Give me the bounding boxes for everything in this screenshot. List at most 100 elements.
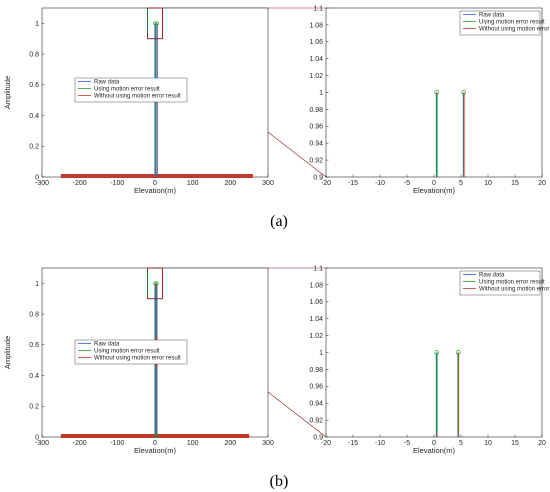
panel-b-main-xtick-label: 100 [187,440,199,447]
panel-b-main-ytick-label: 0.8 [29,311,39,318]
panel-b-main-xtick-label: 0 [153,440,157,447]
panel-a-zoom-legend-box [459,10,541,36]
panel-a-zoom-ytick-label: 1.08 [309,22,323,29]
panel-a-zoom-legend-entry: Without using motion error result [479,27,550,33]
panel-a-main-xtick-label: 200 [224,180,236,187]
panel-b-main-xtick-label: -200 [73,440,87,447]
panel-a-zoom-xtick-label: 20 [538,180,546,187]
panel-a-zoom-xtick-label: 10 [484,180,492,187]
panel-b-zoom-xlabel: Elevation(m) [413,446,456,455]
panel-b-zoom-plot-frame [325,267,543,438]
panel-label-b: (b) [270,473,289,490]
panel-a-main-legend-entry: Raw data [94,80,120,86]
panel-b-zoom-peak-marker [434,350,440,355]
panel-a-main-ytick-label: 0.8 [29,51,39,58]
panel-a-main-ytick-label: 0.2 [29,144,39,151]
panel-b-zoom-ytick-label: 1 [319,350,323,357]
panel-a-main-xtick-label: -100 [110,180,124,187]
panel-b-main-legend-box [74,339,188,365]
panel-b-zoom-xtick-label: -20 [321,440,331,447]
panel-b-zoom-ytick-label: 1.08 [309,282,323,289]
panel-a-zoom-xlabel: Elevation(m) [413,186,456,195]
panel-a-zoom-peak-marker [461,90,467,95]
panel-a-main-ytick-label: 0.6 [29,82,39,89]
panel-b-zoom-ytick-label: 1.06 [309,299,323,306]
plots: -300 -200 -100 0 100 200 30000.20.40.60.81Elev… [3,5,550,455]
panel-a-zoom-xtick-label: -5 [404,180,410,187]
panel-a-zoom-ytick-label: 0.92 [309,158,323,165]
panel-a-zoom-legend-entry: Using motion error result [479,20,545,26]
panel-a-zoom-ytick-label: 1.04 [309,56,323,63]
panel-b-main-ytick-label: 1 [35,281,39,288]
panel-a-main-ytick-label: 1 [35,21,39,28]
panel-a-main-ytick-label: 0.4 [29,113,39,120]
panel-a-main-ytick-label: 0 [35,174,39,181]
panel-b-zoom-xtick-label: -5 [404,440,410,447]
panel-b-zoom-xtick-label: -10 [375,440,385,447]
panel-b-main-legend-entry: Using motion error result [94,349,160,355]
panel-b-zoom-legend-entry: Using motion error result [479,280,545,286]
panel-a-zoom-xtick-label: 15 [511,180,519,187]
panel-b-zoom-ytick-label: 0.92 [309,418,323,425]
panel-a-main-ylabel: Amplitude [3,76,12,109]
panel-a-main-xtick-label: 100 [187,180,199,187]
panel-a-zoom-ytick-label: 0.9 [313,174,323,181]
panel-b-main-ylabel: Amplitude [3,336,12,369]
panel-a-zoom-xtick-label: -15 [348,180,358,187]
panel-a-zoom-xtick-label: 5 [459,180,463,187]
panel-a-zoom-legend-entry: Raw data [479,13,505,19]
panel-b-zoom-xtick-label: 0 [432,440,436,447]
panel-b-main-ytick-label: 0.4 [29,373,39,380]
panel-a-zoom-ytick-label: 0.96 [309,124,323,131]
panel-a-main-xlabel: Elevation(m) [134,186,177,195]
panel-a-main-legend-entry: Without using motion error result [94,94,181,100]
panel-b-zoom-ytick-label: 0.94 [309,401,323,408]
panel-b-main-legend-entry: Without using motion error result [94,356,181,362]
panel-b-main-xtick-label: 300 [262,440,274,447]
panel-b-zoom-legend-entry: Without using motion error result [479,287,550,293]
panel-b-zoom-ytick-label: 0.98 [309,367,323,374]
panel-a-zoom-ytick-label: 0.98 [309,107,323,114]
panel-b-zoom-xtick-label: 5 [459,440,463,447]
panel-b-zoom-ytick-label: 1.04 [309,316,323,323]
panel-b-zoom-chart: -20 -15 -10 -5 0 5 10 15 20 0.9 0.92 0.94 0.96 0.98 1 1… [309,265,550,455]
panel-b-zoom-xtick-label: 15 [511,440,519,447]
panel-b-main-ytick-label: 0 [35,434,39,441]
panel-b-zoom-xtick-label: -15 [348,440,358,447]
panel-a-main-legend-box [74,77,188,103]
panel-a-zoom-ytick-label: 0.94 [309,141,323,148]
panel-b-zoom-ytick-label: 0.9 [313,434,323,441]
panel-a-zoom-xtick-label: -10 [375,180,385,187]
panel-a-zoom-ytick-label: 1 [319,90,323,97]
panel-a-main-xtick-label: 0 [153,180,157,187]
panel-b-main-ytick-label: 0.6 [29,342,39,349]
panel-a-zoom-peak-marker [434,90,440,95]
panel-b-main-xlabel: Elevation(m) [134,446,177,455]
panel-b-zoom-ytick-label: 0.96 [309,384,323,391]
panel-a-zoom-ytick-label: 1.02 [309,73,323,80]
panel-a-main-xtick-label: -300 [35,180,49,187]
panel-a-zoom-xtick-label: -20 [321,180,331,187]
panel-b-main-zoom-region [147,267,163,300]
panel-b-main-xtick-label: -300 [35,440,49,447]
panel-b-main-xtick-label: -100 [110,440,124,447]
panel-label-a: (a) [270,213,288,230]
panel-b-main-legend-entry: Raw data [94,342,120,348]
panel-a-zoom-chart: -20 -15 -10 -5 0 5 10 15 20 0.9 0.92 0.94 0.96 0.98 1 1… [309,5,550,195]
panel-a-zoom-ytick-label: 1.1 [313,5,323,12]
panel-b-zoom-ytick-label: 1.1 [313,265,323,272]
panel-b-zoom-legend-box [459,270,541,296]
panel-b-main-xtick-label: 200 [224,440,236,447]
panel-a-main-xtick-label: 300 [262,180,274,187]
panel-a-zoom-plot-frame [325,7,543,178]
panel-a-main-chart: -300 -200 -100 0 100 200 300 0 0.2 0.4 0.6 0.8 1 Elev… [3,7,274,195]
panel-b-zoom-legend-entry: Raw data [479,273,505,279]
panel-a-main-zoom-region [147,7,163,40]
panel-b-main-chart: -300 -200 -100 0 100 200 300 0 0.2 0.4 0.6 0.8 1 Elev… [3,267,274,455]
panel-a-main-xtick-label: -200 [73,180,87,187]
panel-b-zoom-xtick-label: 10 [484,440,492,447]
panel-a-zoom-ytick-label: 1.06 [309,39,323,46]
panel-a-zoom-xtick-label: 0 [432,180,436,187]
panel-b-zoom-peak-marker [455,350,461,355]
